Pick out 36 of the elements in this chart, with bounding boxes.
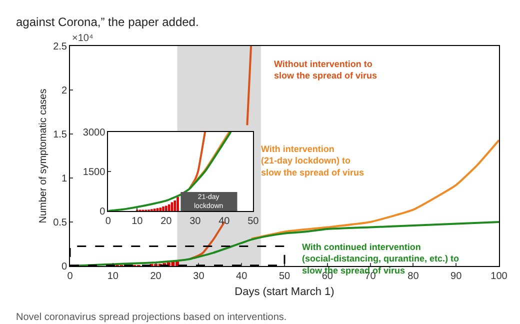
y-tick-label: 2 xyxy=(61,86,68,96)
x-tick-label: 20 xyxy=(160,216,172,227)
y-tick-label: 1.5 xyxy=(53,130,68,140)
text: against Corona,” the paper added. xyxy=(16,15,199,29)
bar xyxy=(159,208,162,211)
bar xyxy=(176,197,179,211)
bar xyxy=(162,206,164,211)
x-tick-label: 100 xyxy=(490,271,508,282)
x-tick-label: 30 xyxy=(193,271,205,282)
text: ×10⁴ xyxy=(72,33,94,44)
y-tick-label: 0 xyxy=(61,262,68,272)
line-series xyxy=(188,132,206,190)
text: Without intervention to slow the spread of virus xyxy=(274,59,378,81)
y-tick-label: 0.5 xyxy=(53,218,68,228)
y-axis-title: Number of symptomatic cases xyxy=(38,88,50,224)
x-tick-label: 20 xyxy=(150,271,162,282)
x-tick-label: 50 xyxy=(278,271,290,282)
line-series xyxy=(250,139,499,240)
x-tick-label: 10 xyxy=(132,216,144,227)
line-series xyxy=(108,132,232,211)
x-tick-label: 40 xyxy=(218,216,230,227)
y-tick-label: 1 xyxy=(61,174,68,184)
x-tick-label: 30 xyxy=(190,216,202,227)
y-tick-label: 0 xyxy=(100,206,106,218)
x-tick-label: 40 xyxy=(236,271,248,282)
text: Novel coronavirus spread projections based on interventions. xyxy=(16,312,287,323)
x-axis-title: Days (start March 1) xyxy=(234,286,334,298)
x-tick-label: 10 xyxy=(107,271,119,282)
text: With intervention (21-day lockdown) to slow the spread of virus xyxy=(261,144,364,178)
x-tick-label: 50 xyxy=(248,216,260,227)
y-tick-label: 1500 xyxy=(82,166,106,178)
y-tick-label: 2.5 xyxy=(53,42,68,52)
x-tick-label: 80 xyxy=(408,271,420,282)
x-tick-label: 90 xyxy=(450,271,462,282)
y-tick-label: 3000 xyxy=(82,127,106,138)
bar xyxy=(174,200,176,211)
